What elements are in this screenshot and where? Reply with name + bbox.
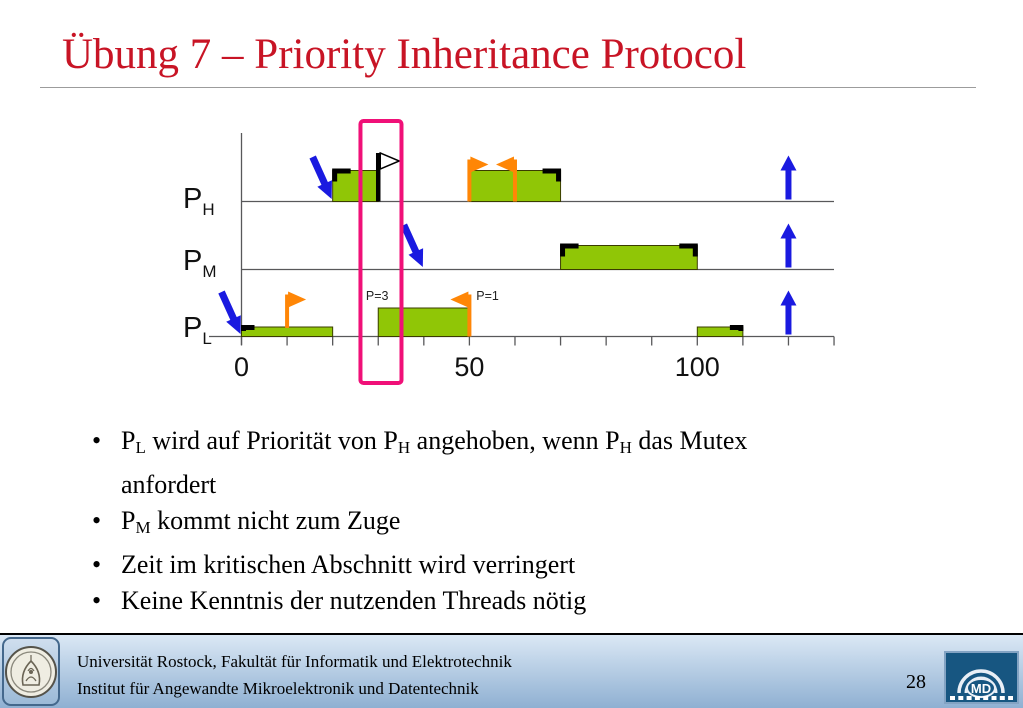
- axis-label: 0: [234, 352, 249, 382]
- md-logo-text: MD: [971, 681, 991, 696]
- seal-figure: [21, 659, 41, 686]
- row-label-sub: H: [202, 200, 214, 219]
- activation-arrow-PH-shaft: [309, 155, 329, 187]
- activation-arrow-PM-head: [408, 248, 424, 267]
- row-label-PL: PL: [183, 312, 212, 348]
- md-logo-outer-arc: [957, 669, 1005, 694]
- bullet-text: P: [121, 426, 136, 455]
- mutex-flag-pennant: [450, 291, 469, 308]
- mutex-bracket: [542, 168, 562, 182]
- completion-arrow-PL-head: [780, 290, 797, 306]
- execution-bar-PM: [560, 245, 698, 270]
- subscript: H: [397, 438, 411, 457]
- seal-detail: [25, 654, 37, 681]
- axis-label: 50: [454, 352, 484, 382]
- subscript: H: [619, 438, 632, 457]
- axis-label: 100: [675, 352, 720, 382]
- completion-arrow-PH-head: [780, 155, 797, 171]
- bullet-list: PL wird auf Priorität von PH angehoben, …: [88, 423, 890, 620]
- title-divider: [40, 87, 976, 88]
- md-logo-ellipse: [966, 678, 996, 698]
- page-number: 28: [906, 671, 926, 693]
- completion-arrow-PM-head: [780, 223, 797, 239]
- row-label-sub: M: [202, 262, 216, 281]
- bullet-text: Zeit im kritischen Abschnitt wird verrin…: [121, 549, 576, 579]
- bullet-item: PL wird auf Priorität von PH angehoben, …: [88, 423, 890, 503]
- highlight-rectangle: [358, 119, 404, 385]
- subscript: M: [135, 518, 151, 537]
- mutex-bracket: [241, 325, 255, 331]
- footer-text: Universität Rostock, Fakultät für Inform…: [77, 649, 512, 702]
- bullet-item: Zeit im kritischen Abschnitt wird verrin…: [88, 547, 890, 584]
- mutex-flag-pennant: [495, 156, 514, 173]
- priority-label: P=1: [476, 289, 499, 303]
- execution-bar-PL: [696, 326, 744, 337]
- mutex-bracket: [679, 243, 698, 257]
- footer-line2: Institut für Angewandte Mikroelektronik …: [77, 678, 479, 698]
- mutex-flag-pennant: [288, 291, 307, 308]
- bullet-text: angehoben, wenn P: [410, 426, 620, 455]
- bullet-item: Keine Kenntnis der nutzenden Threads nöt…: [88, 583, 890, 620]
- mutex-bracket: [560, 243, 579, 257]
- bullet-text: P: [121, 506, 136, 535]
- seal-dot: [29, 669, 33, 674]
- mutex-bracket: [729, 325, 744, 331]
- row-label-PM: PM: [183, 245, 217, 281]
- row-label-sub: L: [202, 329, 211, 348]
- seal-icon: [5, 645, 57, 698]
- timing-diagram: PH PM PL 0 50 100 P=3 P=1: [183, 119, 835, 385]
- md-institute-logo: MD: [944, 651, 1019, 704]
- bullet-text: kommt nicht zum Zuge: [150, 506, 401, 535]
- activation-arrow-PL-shaft: [218, 290, 238, 322]
- priority-label: P=3: [366, 289, 389, 303]
- mutex-flag-pennant: [470, 156, 489, 173]
- bullet-text: wird auf Priorität von P: [145, 426, 398, 455]
- slide-title: Übung 7 – Priority Inheritance Protocol: [62, 31, 747, 78]
- activation-arrow-PM-shaft: [400, 223, 420, 255]
- md-logo-icon: MD: [950, 669, 1013, 700]
- mutex-bracket: [332, 168, 351, 182]
- execution-bar-PL: [241, 326, 334, 337]
- subscript: L: [135, 438, 146, 457]
- bullet-item: PM kommt nicht zum Zuge: [88, 503, 890, 547]
- footer-line1: Universität Rostock, Fakultät für Inform…: [77, 652, 512, 671]
- bullet-text: anfordert: [121, 469, 217, 499]
- row-label-PH: PH: [183, 183, 215, 219]
- footer-divider: [0, 633, 1023, 635]
- execution-bar-PH: [332, 170, 379, 202]
- activation-arrow-PL-head: [226, 315, 241, 334]
- request-flag-pennant: [379, 151, 402, 171]
- activation-arrow-PH-head: [317, 180, 332, 199]
- execution-bar-PL: [377, 307, 470, 337]
- bullet-text: Keine Kenntnis der nutzenden Threads nöt…: [121, 586, 587, 615]
- bullet-text: das Mutex: [631, 426, 748, 455]
- university-seal-logo: [2, 637, 60, 706]
- seal-inner-ring: [10, 650, 52, 693]
- footer: [0, 635, 1023, 708]
